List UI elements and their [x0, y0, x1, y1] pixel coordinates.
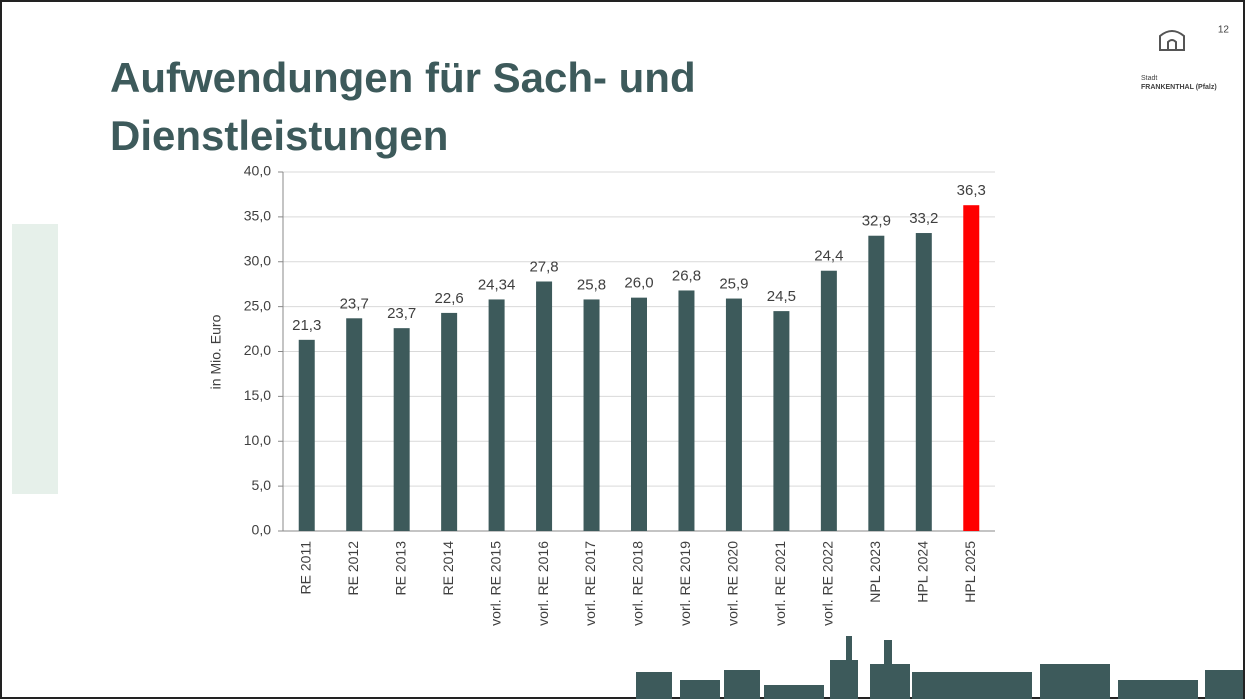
bar-annotation: 24,34 — [478, 276, 516, 293]
logo: Stadt FRANKENTHAL (Pfalz) — [1141, 30, 1217, 91]
x-tick-label: vorl. RE 2015 — [487, 541, 503, 626]
bar-annotation: 33,2 — [909, 210, 938, 227]
bar — [393, 328, 410, 531]
side-panel — [12, 224, 58, 494]
bar-annotation: 25,8 — [577, 276, 606, 293]
bar — [583, 299, 600, 531]
y-tick-label: 30,0 — [244, 252, 271, 268]
bar-annotation: 24,5 — [767, 288, 796, 305]
x-tick-label: vorl. RE 2016 — [535, 541, 551, 626]
chart-title: Dienstleistungen — [110, 112, 448, 159]
bar-annotation: 27,8 — [529, 258, 558, 275]
y-tick-label: 35,0 — [244, 208, 271, 224]
x-tick-label: vorl. RE 2020 — [725, 541, 741, 626]
skyline — [636, 636, 1243, 699]
bar-annotation: 32,9 — [862, 213, 891, 230]
x-tick-label: vorl. RE 2017 — [582, 541, 598, 626]
x-tick-label: NPL 2023 — [867, 541, 883, 603]
y-tick-label: 0,0 — [252, 522, 272, 538]
x-tick-label: HPL 2024 — [915, 541, 931, 603]
y-axis-label: in Mio. Euro — [208, 314, 224, 389]
bar — [820, 270, 837, 531]
bar-annotation: 26,0 — [624, 275, 653, 292]
logo-text: FRANKENTHAL (Pfalz) — [1141, 84, 1217, 91]
page-number: 12 — [1218, 25, 1230, 36]
bar — [536, 281, 553, 531]
y-tick-label: 40,0 — [244, 163, 271, 179]
bar-annotation: 24,4 — [814, 248, 843, 265]
x-tick-label: RE 2013 — [392, 541, 408, 596]
bar-annotation: 36,3 — [957, 182, 986, 199]
bar — [915, 233, 932, 531]
x-tick-label: vorl. RE 2018 — [630, 541, 646, 626]
bar-annotation: 21,3 — [292, 317, 321, 334]
bar-annotation: 23,7 — [387, 305, 416, 322]
bar — [773, 311, 790, 531]
bar-annotation: 25,9 — [719, 276, 748, 293]
bar — [488, 299, 505, 531]
y-tick-label: 15,0 — [244, 387, 271, 403]
y-tick-label: 10,0 — [244, 432, 271, 448]
logo-text: Stadt — [1141, 75, 1157, 82]
x-tick-label: vorl. RE 2022 — [820, 541, 836, 626]
bar — [868, 235, 885, 531]
bar-annotation: 22,6 — [435, 290, 464, 307]
x-tick-label: RE 2011 — [297, 541, 313, 595]
bar — [678, 290, 695, 531]
y-tick-label: 20,0 — [244, 342, 271, 358]
bar — [346, 318, 363, 531]
bar — [963, 205, 980, 531]
x-tick-label: vorl. RE 2021 — [772, 541, 788, 626]
bar — [298, 339, 315, 531]
bar-annotation: 23,7 — [340, 295, 369, 312]
bar — [631, 297, 647, 531]
x-tick-label: vorl. RE 2019 — [677, 541, 693, 626]
y-tick-label: 5,0 — [252, 477, 272, 493]
bar-annotation: 26,8 — [672, 267, 701, 284]
y-tick-label: 25,0 — [244, 297, 271, 313]
chart-title: Aufwendungen für Sach- und — [110, 54, 696, 101]
x-tick-label: RE 2014 — [440, 541, 456, 596]
x-tick-label: RE 2012 — [345, 541, 361, 596]
x-tick-label: HPL 2025 — [962, 541, 978, 603]
bar — [441, 312, 458, 531]
bar — [725, 298, 742, 531]
